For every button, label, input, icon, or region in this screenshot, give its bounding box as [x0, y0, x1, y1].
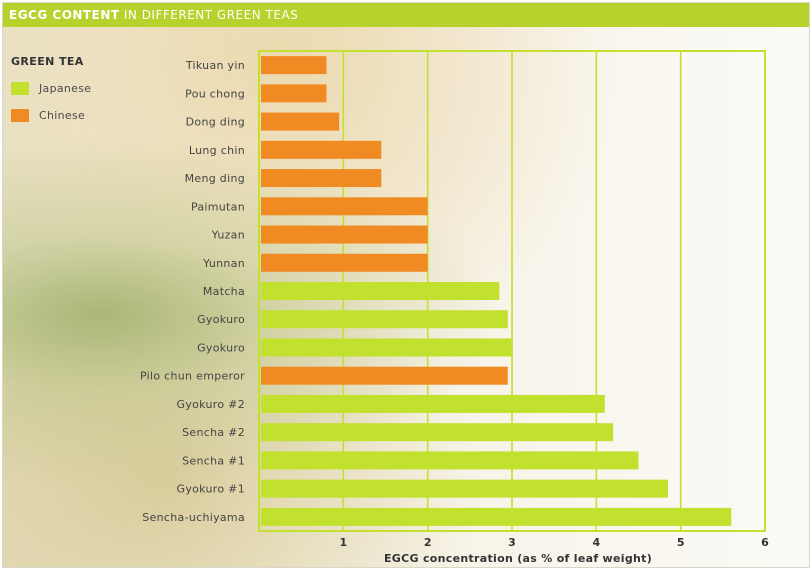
chart-title-rest: IN DIFFERENT GREEN TEAS: [119, 8, 299, 22]
legend-swatch-japanese: [11, 81, 29, 95]
chart-title: EGCG CONTENT IN DIFFERENT GREEN TEAS: [3, 3, 809, 27]
bar: [261, 507, 732, 526]
legend: GREEN TEA Japanese Chinese: [11, 55, 91, 122]
bar: [261, 423, 614, 442]
category-label: Gyokuro #2: [177, 398, 246, 411]
legend-swatch-chinese: [11, 108, 29, 122]
legend-label-chinese: Chinese: [39, 108, 86, 122]
x-tick-label: 1: [340, 536, 348, 549]
category-label: Yunnan: [202, 257, 245, 270]
category-label: Sencha-uchiyama: [142, 511, 245, 524]
bar: [261, 112, 340, 131]
bar: [261, 394, 605, 413]
x-tick-label: 2: [424, 536, 432, 549]
bar: [261, 451, 639, 470]
category-label: Matcha: [203, 285, 245, 298]
bar: [261, 225, 428, 244]
legend-title: GREEN TEA: [11, 55, 84, 68]
bar: [261, 140, 382, 159]
x-tick-label: 3: [508, 536, 516, 549]
chart-title-bold: EGCG CONTENT: [9, 8, 120, 22]
bar: [261, 479, 669, 498]
category-label: Tikuan yin: [185, 59, 245, 72]
bar-chart: 1 2 3 4 5 6 Tikuan yin Pou chong Dong ding Lung c…: [140, 50, 769, 565]
bar: [261, 366, 508, 385]
bar: [261, 56, 327, 75]
bar: [261, 310, 508, 329]
category-label: Sencha #2: [182, 426, 245, 439]
bar: [261, 338, 512, 357]
category-label: Gyokuro: [197, 341, 245, 354]
x-tick-label: 6: [761, 536, 769, 549]
category-label: Dong ding: [186, 116, 245, 129]
legend-label-japanese: Japanese: [39, 81, 92, 95]
category-label: Yuzan: [211, 229, 245, 242]
bar: [261, 169, 382, 188]
legend-item-japanese: Japanese: [11, 81, 91, 95]
legend-item-chinese: Chinese: [11, 108, 91, 122]
category-label: Gyokuro: [197, 313, 245, 326]
category-label: Lung chin: [189, 144, 245, 157]
bar: [261, 282, 500, 300]
x-tick-label: 5: [677, 536, 685, 549]
category-label: Paimutan: [191, 200, 245, 213]
category-label: Meng ding: [185, 172, 245, 185]
bar: [261, 197, 428, 216]
category-label: Pilo chun emperor: [140, 370, 245, 383]
category-label: Sencha #1: [182, 454, 245, 467]
bar: [261, 253, 428, 272]
category-label: Pou chong: [185, 87, 245, 100]
x-tick-label: 4: [593, 536, 601, 549]
bar: [261, 84, 327, 103]
category-label: Gyokuro #1: [177, 483, 246, 496]
x-axis-label: EGCG concentration (as % of leaf weight): [384, 552, 652, 565]
